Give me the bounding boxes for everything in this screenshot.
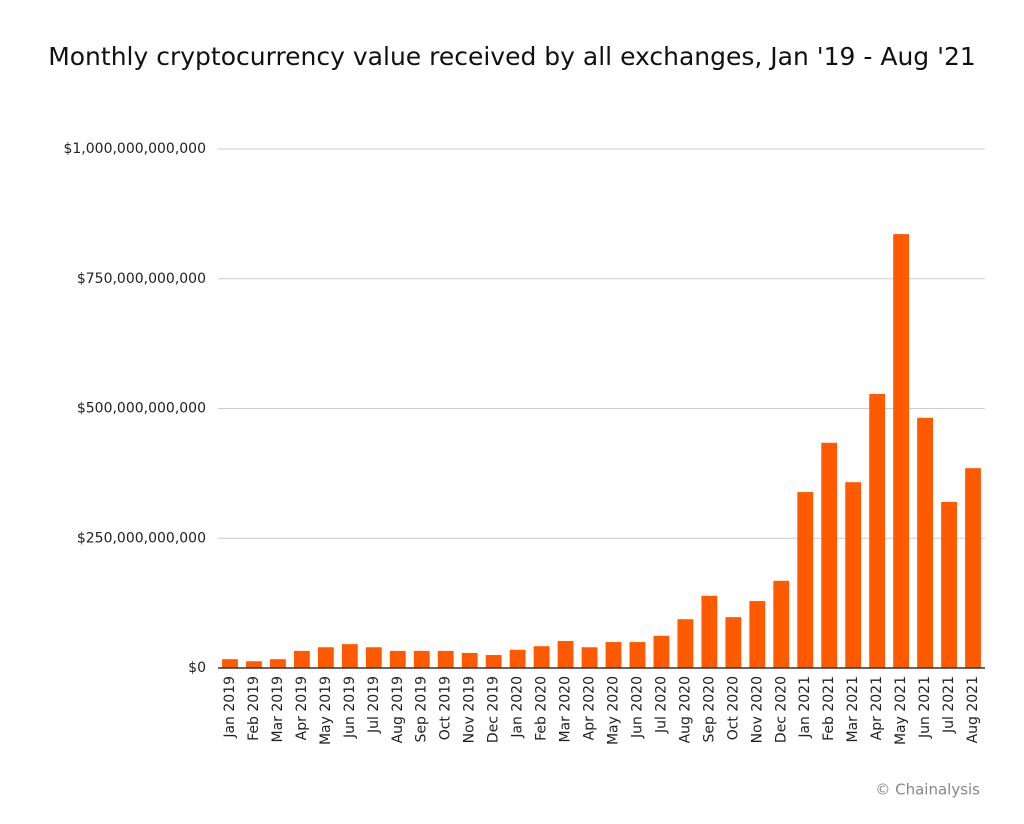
bar — [629, 642, 646, 668]
x-tick-label: Nov 2020 — [749, 676, 765, 743]
x-tick-label: Sep 2020 — [701, 676, 717, 742]
chart-title: Monthly cryptocurrency value received by… — [48, 42, 976, 71]
x-tick-label: Aug 2019 — [390, 676, 406, 743]
x-tick-label: Aug 2021 — [965, 676, 981, 743]
bar — [509, 649, 526, 668]
x-tick-label: Oct 2020 — [725, 676, 741, 740]
bar — [701, 595, 718, 668]
bar — [317, 647, 334, 668]
bar — [845, 482, 862, 668]
bar — [653, 635, 670, 668]
x-tick-label: Jul 2019 — [366, 676, 382, 734]
bar — [341, 644, 358, 668]
x-tick-label: Apr 2021 — [869, 676, 885, 740]
bar — [773, 580, 790, 668]
bar — [821, 442, 838, 668]
x-tick-label: Dec 2020 — [773, 676, 789, 743]
x-tick-label: Mar 2021 — [845, 676, 861, 743]
x-tick-label: Apr 2020 — [582, 676, 598, 740]
bar — [605, 642, 622, 668]
x-tick-label: Dec 2019 — [486, 676, 502, 743]
x-tick-label: Jun 2019 — [342, 676, 358, 739]
bar — [749, 601, 766, 668]
x-tick-label: Feb 2020 — [534, 676, 550, 741]
bar — [917, 417, 933, 668]
bar — [293, 650, 310, 668]
bar — [557, 641, 574, 668]
bar — [461, 652, 478, 668]
y-tick-label: $1,000,000,000,000 — [63, 141, 206, 157]
y-tick-label: $0 — [188, 660, 206, 676]
bar — [725, 617, 742, 668]
x-tick-label: Mar 2019 — [270, 676, 286, 743]
bar — [941, 501, 957, 668]
x-tick-label: Mar 2020 — [558, 676, 574, 743]
x-tick-label: Jan 2020 — [510, 676, 526, 739]
x-tick-label: Feb 2019 — [246, 676, 262, 741]
x-tick-label: May 2021 — [893, 676, 909, 745]
x-tick-label: Jun 2020 — [629, 676, 645, 739]
bar — [581, 647, 598, 668]
bar — [413, 650, 430, 668]
x-tick-label: Apr 2019 — [294, 676, 310, 740]
x-tick-label: Jan 2021 — [797, 676, 813, 739]
y-tick-label: $750,000,000,000 — [77, 271, 206, 287]
bar — [797, 492, 814, 668]
bar — [533, 646, 550, 668]
x-tick-label: Jun 2021 — [917, 676, 933, 739]
bar — [246, 661, 262, 668]
bar — [389, 650, 406, 668]
credit: © Chainalysis — [875, 781, 980, 799]
bar — [365, 647, 382, 668]
y-tick-label: $250,000,000,000 — [77, 530, 206, 546]
x-tick-label: Aug 2020 — [677, 676, 693, 743]
bar — [965, 468, 981, 668]
x-tick-label: Oct 2019 — [438, 676, 454, 740]
x-tick-label: May 2020 — [605, 676, 621, 745]
bar — [437, 650, 454, 668]
bar — [869, 393, 886, 668]
x-tick-label: Sep 2019 — [414, 676, 430, 742]
bar — [893, 234, 910, 668]
x-tick-label: Nov 2019 — [462, 676, 478, 743]
x-tick-label: Jan 2019 — [222, 676, 238, 739]
x-tick-label: Jul 2020 — [653, 676, 669, 734]
x-tick-label: Feb 2021 — [821, 676, 837, 741]
bar — [677, 619, 694, 668]
x-tick-label: May 2019 — [318, 676, 334, 745]
bar — [270, 659, 286, 668]
bar — [222, 659, 238, 668]
bar — [485, 655, 502, 668]
y-tick-label: $500,000,000,000 — [77, 401, 206, 417]
x-tick-label: Jul 2021 — [941, 676, 957, 734]
